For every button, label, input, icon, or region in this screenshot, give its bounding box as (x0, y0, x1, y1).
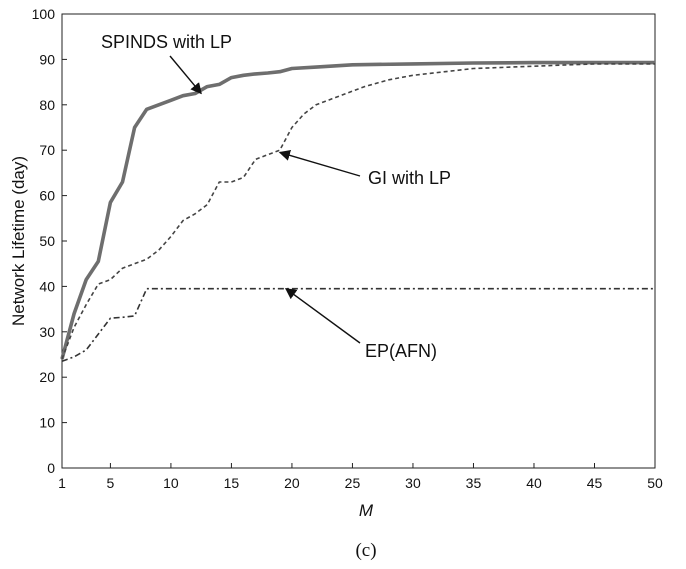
annotation-arrow (169, 55, 202, 95)
y-tick-label: 100 (32, 6, 56, 22)
x-tick-label: 5 (107, 475, 115, 491)
x-tick-label: 40 (526, 475, 542, 491)
y-tick-label: 30 (39, 324, 55, 340)
y-tick-label: 10 (39, 415, 55, 431)
x-tick-label: 1 (58, 475, 66, 491)
y-tick-label: 70 (39, 142, 55, 158)
annotation-label: GI with LP (368, 168, 451, 188)
x-tick-label: 20 (284, 475, 300, 491)
y-tick-label: 60 (39, 188, 55, 204)
x-tick-label: 10 (163, 475, 179, 491)
y-tick-label: 80 (39, 97, 55, 113)
figure-caption: (c) (355, 540, 376, 561)
y-tick-label: 20 (39, 369, 55, 385)
annotation-label: SPINDS with LP (101, 32, 232, 52)
annotation-arrow (284, 288, 361, 344)
y-axis: 0 10 20 30 40 50 60 70 80 90 100 (32, 6, 67, 476)
annotation-label: EP(AFN) (365, 341, 437, 361)
annotation-layer: SPINDS with LP GI with LP EP(AFN) (101, 32, 451, 361)
plot-frame (61, 13, 656, 469)
annotation-arrow (278, 149, 361, 177)
x-tick-label: 25 (345, 475, 361, 491)
y-tick-label: 50 (39, 233, 55, 249)
series-line-0 (60, 60, 655, 360)
x-tick-label: 45 (587, 475, 603, 491)
x-tick-label: 35 (466, 475, 482, 491)
y-axis-title: Network Lifetime (day) (9, 156, 28, 326)
x-axis: 1 5 10 15 20 25 30 35 40 45 50 (58, 463, 663, 491)
series-layer (60, 60, 655, 363)
y-tick-label: 90 (39, 51, 55, 67)
series-line-2 (61, 287, 655, 363)
x-axis-title: M (359, 501, 374, 520)
x-tick-label: 15 (224, 475, 240, 491)
x-tick-label: 30 (405, 475, 421, 491)
y-tick-label: 40 (39, 278, 55, 294)
x-tick-label: 50 (647, 475, 663, 491)
y-tick-label: 0 (47, 460, 55, 476)
